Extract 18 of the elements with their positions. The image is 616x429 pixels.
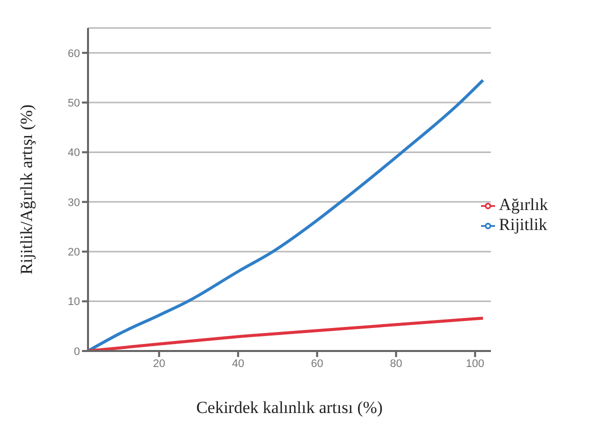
y-tick-label: 10: [68, 296, 80, 308]
x-tick-label: 20: [152, 358, 166, 370]
x-tick-label: 40: [232, 358, 244, 370]
legend-label: Ağırlık: [498, 194, 548, 214]
x-tick-label: 100: [466, 358, 484, 370]
y-tick-label: 60: [68, 48, 80, 60]
line-series: [88, 316, 484, 351]
x-axis-title: Cekirdek kalınlık artısı (%): [196, 398, 383, 417]
legend-label: Rijitlik: [498, 214, 548, 234]
line-series: [88, 78, 484, 351]
x-tick-label: 80: [390, 358, 402, 370]
x-tick-label: 60: [310, 358, 324, 370]
y-tick-label: 30: [68, 196, 80, 209]
y-tick-label: 0: [74, 346, 80, 358]
y-tick-label: 20: [68, 246, 80, 259]
y-axis-title: Rijitlik/Ağırlık artışı (%): [17, 104, 36, 274]
y-tick-label: 50: [68, 97, 80, 110]
y-tick-label: 40: [68, 147, 80, 160]
